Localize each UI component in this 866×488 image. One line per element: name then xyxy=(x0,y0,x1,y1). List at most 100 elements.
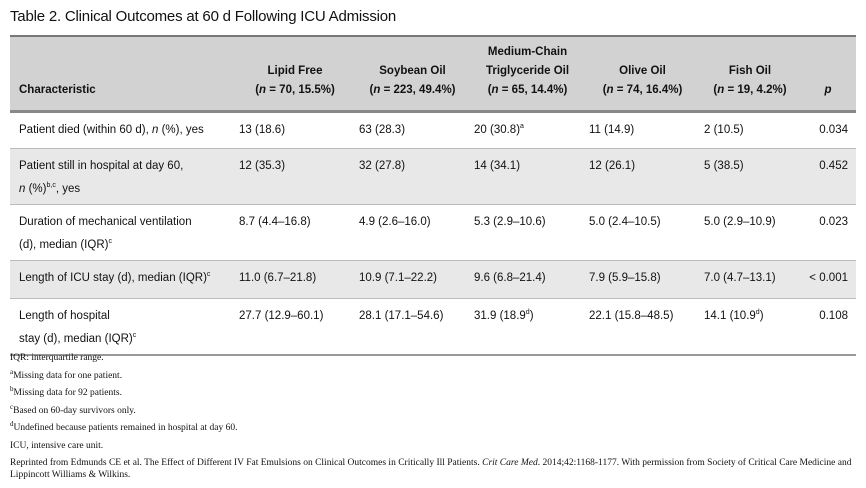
cell-value: 7.0 (4.7–13.1) xyxy=(700,260,800,299)
cell-value: 7.9 (5.9–15.8) xyxy=(585,260,700,299)
text-segment: 11 (14.9) xyxy=(589,124,635,136)
text-segment: (d), median (IQR) xyxy=(19,239,109,251)
text-segment: 8.7 (4.4–16.8) xyxy=(239,216,311,228)
footnote: IQR: interquartile range. xyxy=(10,350,860,368)
footnote-marker: b xyxy=(10,384,14,393)
text-segment: 0.023 xyxy=(819,216,848,228)
column-header-line: Medium-Chain xyxy=(474,43,581,62)
text-segment: 4.9 (2.6–16.0) xyxy=(359,216,431,228)
text-segment: 5.0 (2.9–10.9) xyxy=(704,216,776,228)
cell-value: 31.9 (18.9d) xyxy=(470,298,585,356)
text-segment: (%), yes xyxy=(158,124,204,136)
column-header-text: Characteristic xyxy=(19,84,96,96)
text-segment: n xyxy=(717,84,725,96)
p-value: 0.452 xyxy=(800,148,856,205)
p-value: 0.023 xyxy=(800,204,856,261)
text-segment: 7.9 (5.9–15.8) xyxy=(589,272,661,284)
column-header-line: Lipid Free xyxy=(239,62,351,81)
column-header-text: Olive Oil xyxy=(619,65,666,77)
column-header: Fish Oil (n = 19, 4.2%) xyxy=(700,35,800,113)
column-header: Medium-Chain Triglyceride Oil (n = 65, 14.… xyxy=(470,35,585,113)
column-header-text: Soybean Oil xyxy=(379,65,446,77)
cell-value: 20 (30.8)a xyxy=(470,111,585,149)
footnote-marker: d xyxy=(755,309,760,317)
column-header-text: Lipid Free xyxy=(267,65,323,77)
table-title: Table 2. Clinical Outcomes at 60 d Follo… xyxy=(10,8,397,25)
text-segment: 0.034 xyxy=(819,124,848,136)
group-size: (n = 74, 16.4%) xyxy=(589,81,696,100)
group-size: (n = 65, 14.4%) xyxy=(474,81,581,100)
text-segment: ( xyxy=(602,84,607,96)
p-value: < 0.001 xyxy=(800,260,856,299)
text-segment: 10.9 (7.1–22.2) xyxy=(359,272,438,284)
text-segment: ) xyxy=(759,310,764,322)
row-label: Length of ICU stay (d), median (IQR)c xyxy=(10,260,235,299)
text-segment: Duration of mechanical ventilation xyxy=(19,216,192,228)
cell-value: 27.7 (12.9–60.1) xyxy=(235,298,355,356)
text-segment: Crit Care Med xyxy=(482,458,538,468)
footnote: bMissing data for 92 patients. xyxy=(10,385,860,403)
text-segment: 27.7 (12.9–60.1) xyxy=(239,310,324,322)
footnote-marker: b,c xyxy=(46,182,56,190)
text-segment: 14.1 (10.9 xyxy=(704,310,756,322)
cell-value: 14.1 (10.9d) xyxy=(700,298,800,356)
text-segment: n xyxy=(151,124,159,136)
text-segment: Undefined because patients remained in h… xyxy=(13,423,238,433)
text-segment: 22.1 (15.8–48.5) xyxy=(589,310,674,322)
text-segment: = 223, 49.4%) xyxy=(380,84,456,96)
text-segment: ( xyxy=(369,84,374,96)
text-segment: ( xyxy=(255,84,260,96)
text-segment: n xyxy=(259,84,267,96)
p-value: 0.034 xyxy=(800,111,856,149)
cell-value: 5.0 (2.9–10.9) xyxy=(700,204,800,261)
column-header-text: Medium-Chain xyxy=(487,46,568,58)
cell-value: 63 (28.3) xyxy=(355,111,470,149)
text-segment: 14 (34.1) xyxy=(474,160,521,172)
column-header-line: Characteristic xyxy=(19,81,231,100)
footnote: ICU, intensive care unit. xyxy=(10,438,860,456)
text-segment: Missing data for 92 patients. xyxy=(13,388,122,398)
footnote-marker: d xyxy=(10,419,14,428)
cell-value: 32 (27.8) xyxy=(355,148,470,205)
table-row: Patient still in hospital at day 60, n (… xyxy=(10,148,856,205)
text-segment: n xyxy=(606,84,614,96)
text-segment: 0.452 xyxy=(819,160,848,172)
cell-value: 12 (26.1) xyxy=(585,148,700,205)
text-segment: 0.108 xyxy=(819,310,848,322)
cell-value: 9.6 (6.8–21.4) xyxy=(470,260,585,299)
cell-value: 2 (10.5) xyxy=(700,111,800,149)
text-segment: < 0.001 xyxy=(809,272,848,284)
cell-value: 14 (34.1) xyxy=(470,148,585,205)
cell-value: 13 (18.6) xyxy=(235,111,355,149)
text-segment: Patient still in hospital at day 60, xyxy=(19,160,184,172)
text-segment: 5.3 (2.9–10.6) xyxy=(474,216,546,228)
group-size: (n = 223, 49.4%) xyxy=(359,81,466,100)
text-segment: (%) xyxy=(25,183,47,195)
text-segment: 28.1 (17.1–54.6) xyxy=(359,310,444,322)
cell-value: 5.3 (2.9–10.6) xyxy=(470,204,585,261)
text-segment: Length of hospital xyxy=(19,310,110,322)
text-segment: = 65, 14.4%) xyxy=(498,84,568,96)
text-segment: 12 (26.1) xyxy=(589,160,636,172)
text-segment: ( xyxy=(487,84,492,96)
row-label: Patient died (within 60 d), n (%), yes xyxy=(10,111,235,149)
text-segment: 32 (27.8) xyxy=(359,160,406,172)
text-segment: 31.9 (18.9 xyxy=(474,310,526,322)
text-segment: 9.6 (6.8–21.4) xyxy=(474,272,546,284)
cell-value: 28.1 (17.1–54.6) xyxy=(355,298,470,356)
footnote-marker: a xyxy=(520,123,524,131)
text-segment: 63 (28.3) xyxy=(359,124,406,136)
table-row: Duration of mechanical ventilation (d), m… xyxy=(10,204,856,261)
footnote-marker: c xyxy=(206,271,211,279)
text-segment: Missing data for one patient. xyxy=(13,370,123,381)
header-row: Characteristic Lipid Free (n = 70, 15.5%) S… xyxy=(10,35,856,113)
row-label: Patient still in hospital at day 60, n (… xyxy=(10,148,235,205)
text-segment: ( xyxy=(713,84,718,96)
text-segment: , yes xyxy=(55,183,81,195)
text-segment: 12 (35.3) xyxy=(239,160,286,172)
text-segment: 13 (18.6) xyxy=(239,124,286,136)
column-header: Lipid Free (n = 70, 15.5%) xyxy=(235,35,355,113)
cell-value: 4.9 (2.6–16.0) xyxy=(355,204,470,261)
cell-value: 11 (14.9) xyxy=(585,111,700,149)
column-header: Characteristic xyxy=(10,35,235,113)
